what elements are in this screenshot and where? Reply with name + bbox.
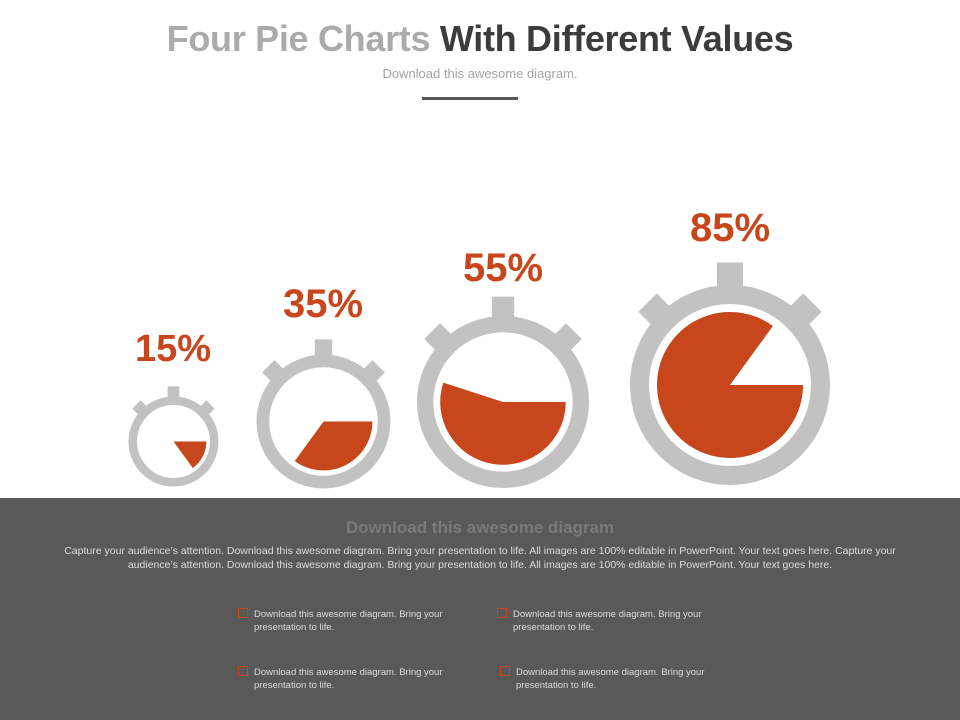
bullet-text: Download this awesome diagram. Bring you… — [513, 609, 702, 633]
pie-slice — [657, 312, 803, 458]
stopwatch-chart — [630, 262, 830, 485]
stopwatch-crown — [167, 385, 179, 400]
checkbox-icon — [500, 666, 510, 676]
percentage-label: 35% — [282, 282, 364, 326]
page-title: Four Pie Charts With Different Values — [0, 18, 960, 60]
percentage-label: 15% — [134, 328, 212, 370]
bullet-item: Download this awesome diagram. Bring you… — [498, 666, 728, 692]
panel-heading: Download this awesome diagram — [345, 518, 615, 537]
title-light-part: Four Pie Charts — [166, 18, 431, 59]
stopwatch-chart — [416, 296, 590, 489]
bullet-item: Download this awesome diagram. Bring you… — [495, 608, 725, 634]
checkbox-icon — [238, 608, 248, 618]
panel-body-text: Capture your audience’s attention. Downl… — [64, 545, 896, 571]
page-subtitle: Download this awesome diagram. — [382, 66, 578, 81]
title-divider — [422, 97, 518, 100]
bullet-item: Download this awesome diagram. Bring you… — [236, 608, 466, 634]
bullet-text: Download this awesome diagram. Bring you… — [254, 609, 443, 633]
percentage-label: 85% — [689, 206, 771, 250]
stopwatch-crown — [491, 296, 515, 323]
bullet-text: Download this awesome diagram. Bring you… — [254, 667, 443, 691]
bullet-text: Download this awesome diagram. Bring you… — [516, 667, 705, 691]
checkbox-icon — [238, 666, 248, 676]
pie-slice — [173, 441, 206, 468]
title-dark-part: With Different Values — [439, 18, 794, 59]
stopwatch-crown — [314, 338, 332, 360]
pie-slice — [294, 421, 372, 470]
stopwatch-chart — [256, 338, 390, 488]
bullet-item: Download this awesome diagram. Bring you… — [236, 666, 466, 692]
percentage-label: 55% — [462, 246, 544, 290]
pie-slice — [440, 382, 566, 465]
stopwatch-chart — [128, 385, 218, 486]
checkbox-icon — [497, 608, 507, 618]
description-panel: Download this awesome diagram Capture yo… — [0, 498, 960, 720]
